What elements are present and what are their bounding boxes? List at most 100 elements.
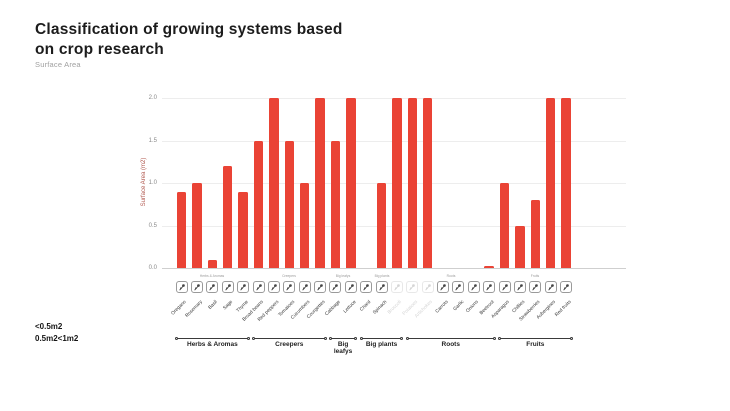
bar-broad-beans bbox=[253, 140, 264, 268]
crop-iconbox-strawberries bbox=[529, 281, 542, 293]
group-bracket-dot-big-leafys-0 bbox=[328, 337, 332, 340]
onions-icon bbox=[471, 284, 477, 291]
garlic-icon bbox=[455, 284, 462, 291]
thyme-icon bbox=[240, 284, 246, 291]
group-bracket-dot-herbs-aromas-0 bbox=[175, 337, 179, 340]
group-bracket-fruits bbox=[499, 338, 572, 339]
crop-label-text-sage: Sage bbox=[221, 299, 234, 311]
y-tick-label-0.5: 0.5 bbox=[148, 222, 157, 229]
size-legend: <0.5m2 0.5m2<1m2 bbox=[35, 321, 78, 344]
crop-iconbox-chard bbox=[360, 281, 373, 293]
bar-asparagus bbox=[499, 183, 510, 268]
crop-iconbox-broad-beans bbox=[252, 281, 265, 293]
red-peppers-icon bbox=[271, 284, 277, 291]
crop-label-text-red-fruits: Red fruits bbox=[553, 299, 572, 318]
crop-iconbox-aubergines bbox=[544, 281, 557, 293]
crop-label-text-carrots: Carrots bbox=[433, 299, 449, 314]
crop-iconbox-spinach bbox=[375, 281, 388, 293]
cabbage-icon bbox=[332, 284, 339, 291]
crop-iconbox-garlic bbox=[452, 281, 465, 293]
crop-iconbox-onions bbox=[467, 281, 480, 293]
group-label-fruits: Fruits bbox=[526, 341, 545, 348]
group-bracket-roots bbox=[407, 338, 495, 339]
basil-icon bbox=[209, 284, 216, 291]
page-subtitle: Surface Area bbox=[35, 60, 81, 69]
crop-iconbox-oregano bbox=[175, 281, 188, 293]
crop-iconbox-red-fruits bbox=[560, 281, 573, 293]
bar-broccoli bbox=[392, 98, 402, 268]
group-label-creepers: Creepers bbox=[275, 341, 304, 348]
crop-iconbox-potatoes bbox=[406, 281, 419, 293]
bar-chillies bbox=[515, 225, 525, 268]
tomatoes-icon bbox=[286, 284, 293, 291]
broccoli-icon bbox=[394, 284, 400, 291]
group-bracket-dot-roots-1 bbox=[492, 337, 496, 340]
group-label-big-leafys: Big leafys bbox=[333, 341, 353, 356]
group-bracket-dot-big-leafys-1 bbox=[354, 337, 358, 340]
icon-group-caption-big-plants: Big plants bbox=[374, 273, 389, 278]
strawberries-icon bbox=[532, 284, 539, 291]
group-bracket-dot-creepers-0 bbox=[252, 337, 255, 340]
group-bracket-dot-fruits-1 bbox=[569, 337, 573, 340]
icon-group-caption-creepers: Creepers bbox=[282, 273, 297, 278]
group-bracket-dot-big-plants-0 bbox=[359, 337, 363, 340]
crop-iconbox-artichokes bbox=[421, 281, 434, 293]
group-bracket-herbs-aromas bbox=[176, 338, 249, 339]
y-tick-label-2.0: 2.0 bbox=[148, 95, 157, 101]
group-label-big-plants: Big plants bbox=[365, 341, 398, 348]
crop-iconbox-chillies bbox=[513, 281, 526, 293]
page-title-line2: on crop research bbox=[35, 40, 164, 58]
y-tick-label-0.0: 0.0 bbox=[148, 265, 157, 271]
icon-group-caption-big-leafys: Big leafys bbox=[335, 273, 351, 278]
group-bracket-big-leafys bbox=[330, 338, 356, 339]
crop-iconbox-tomatoes bbox=[283, 281, 296, 293]
bar-red-fruits bbox=[561, 98, 571, 268]
crop-label-text-lettuce: Lettuce bbox=[341, 299, 357, 314]
crop-iconbox-rosemary bbox=[190, 281, 203, 293]
bar-rosemary bbox=[192, 183, 202, 268]
bar-spinach bbox=[376, 183, 387, 268]
crop-label-text-basil: Basil bbox=[207, 299, 219, 311]
size-legend-item-small: <0.5m2 bbox=[35, 322, 63, 331]
gridline-0.0 bbox=[162, 268, 626, 269]
aubergines-icon bbox=[547, 284, 554, 291]
crop-iconbox-basil bbox=[206, 281, 219, 293]
bar-tomatoes bbox=[284, 140, 294, 268]
artichokes-icon bbox=[424, 284, 431, 291]
red-fruits-icon bbox=[563, 284, 569, 291]
group-bracket-dot-creepers-1 bbox=[323, 337, 327, 340]
crop-iconbox-lettuce bbox=[344, 281, 357, 293]
spinach-icon bbox=[378, 284, 385, 291]
icon-group-caption-roots: Roots bbox=[446, 273, 456, 278]
crop-iconbox-carrots bbox=[437, 281, 450, 293]
group-bracket-dot-big-plants-1 bbox=[400, 337, 404, 340]
bar-courgettes bbox=[315, 98, 325, 268]
crop-iconbox-courgettes bbox=[314, 281, 327, 293]
icon-group-caption-fruits: Fruits bbox=[531, 273, 540, 278]
sage-icon bbox=[225, 284, 231, 291]
crop-iconbox-red-peppers bbox=[267, 281, 280, 293]
group-bracket-creepers bbox=[253, 338, 326, 339]
oregano-icon bbox=[178, 284, 185, 291]
group-bracket-dot-herbs-aromas-1 bbox=[246, 337, 250, 340]
bar-aubergines bbox=[545, 98, 556, 268]
group-label-roots: Roots bbox=[441, 341, 460, 348]
chillies-icon bbox=[517, 284, 523, 291]
cucumbers-icon bbox=[301, 284, 308, 291]
page-title-line1: Classification of growing systems based bbox=[35, 21, 343, 38]
bar-thyme bbox=[238, 191, 248, 268]
icon-group-caption-herbs-aromas: Herbs & Aromas bbox=[200, 273, 225, 278]
group-bracket-big-plants bbox=[361, 338, 402, 339]
y-tick-label-1.0: 1.0 bbox=[148, 180, 157, 186]
rosemary-icon bbox=[194, 284, 200, 291]
size-legend-item-medium: 0.5m2<1m2 bbox=[35, 333, 79, 343]
carrots-icon bbox=[440, 284, 446, 291]
crop-iconbox-cabbage bbox=[329, 281, 342, 293]
crop-label-text-garlic: Garlic bbox=[451, 299, 465, 312]
page-title: Classification of growing systems based … bbox=[35, 20, 355, 60]
y-tick-label-1.5: 1.5 bbox=[148, 137, 157, 144]
bar-cucumbers bbox=[299, 183, 310, 268]
bar-potatoes bbox=[407, 98, 418, 268]
bar-basil bbox=[207, 259, 218, 268]
